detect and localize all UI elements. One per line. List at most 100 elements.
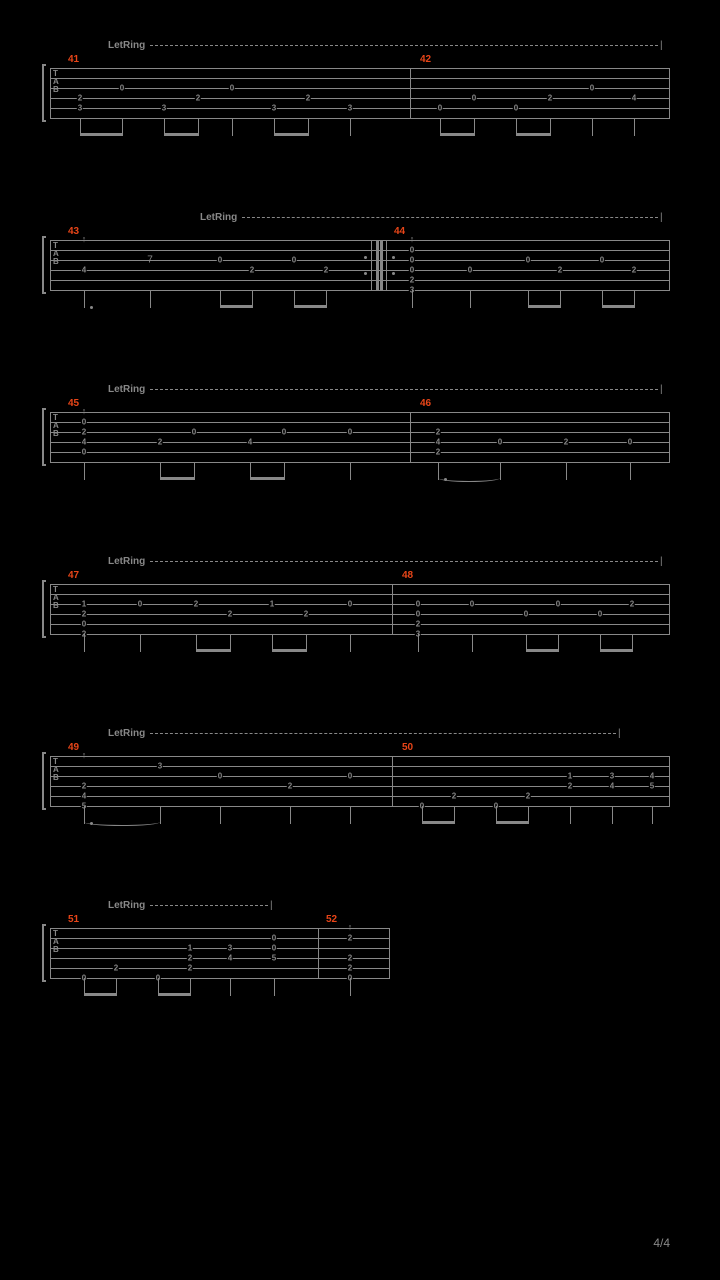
fret-number: 0: [513, 104, 519, 113]
fret-number: 2: [547, 94, 553, 103]
fret-number: 5: [649, 782, 655, 791]
fret-number: 2: [323, 266, 329, 275]
fret-number: 1: [81, 600, 87, 609]
beam: [516, 133, 551, 136]
strum-arrow-icon: ↑: [82, 406, 87, 416]
note-stem: [350, 634, 351, 652]
staff-line: [50, 766, 670, 767]
tab-clef: TAB: [53, 930, 59, 954]
fret-number: 4: [649, 772, 655, 781]
staff-line: [50, 462, 670, 463]
staff-line: [50, 88, 670, 89]
beam: [158, 993, 191, 996]
fret-number: 0: [81, 418, 87, 427]
note-stem: [220, 806, 221, 824]
staff-line: [50, 634, 670, 635]
fret-number: 2: [567, 782, 573, 791]
staff-line: [50, 978, 390, 979]
note-stem: [150, 290, 151, 308]
fret-number: 2: [193, 600, 199, 609]
staff-line: [50, 68, 670, 69]
strum-arrow-icon: ↑: [348, 922, 353, 932]
staff-line: [50, 614, 670, 615]
fret-number: 2: [557, 266, 563, 275]
fret-number: 2: [249, 266, 255, 275]
note-stem: [230, 978, 231, 996]
fret-number: 0: [497, 438, 503, 447]
tab-clef: TAB: [53, 242, 59, 266]
repeat-end-thick: [376, 240, 379, 290]
fret-number: 0: [347, 428, 353, 437]
letring-end: |: [660, 384, 663, 395]
note-stem: [592, 118, 593, 136]
note-stem: [350, 806, 351, 824]
staff-line: [50, 98, 670, 99]
note-stem: [232, 118, 233, 136]
beam: [440, 133, 475, 136]
beam: [196, 649, 231, 652]
staff-line: [50, 938, 390, 939]
fret-number: 0: [137, 600, 143, 609]
measure-number: 43: [68, 226, 79, 237]
beam: [294, 305, 327, 308]
rest: 7: [147, 255, 153, 266]
letring-end: |: [660, 212, 663, 223]
staff-line: [50, 422, 670, 423]
staff-line: [50, 280, 670, 281]
fret-number: 0: [437, 104, 443, 113]
fret-number: 0: [409, 266, 415, 275]
measure-number: 50: [402, 742, 413, 753]
repeat-dot: [364, 256, 367, 259]
fret-number: 0: [415, 610, 421, 619]
letring-line: [242, 217, 658, 218]
staff-line: [50, 290, 670, 291]
staff-line: [50, 240, 670, 241]
fret-number: 2: [563, 438, 569, 447]
fret-number: 4: [247, 438, 253, 447]
staff-bracket: [42, 580, 46, 638]
barline: [410, 412, 411, 462]
fret-number: 0: [525, 256, 531, 265]
staff-bracket: [42, 64, 46, 122]
barline: [50, 68, 51, 118]
staff-line: [50, 78, 670, 79]
staff-line: [50, 948, 390, 949]
fret-number: 0: [271, 934, 277, 943]
fret-number: 2: [187, 954, 193, 963]
barline: [50, 240, 51, 290]
fret-number: 2: [435, 448, 441, 457]
tab-system: LetRing|TAB43↑47020244↑3200000202: [50, 212, 670, 322]
barline: [669, 240, 670, 290]
fret-number: 0: [555, 600, 561, 609]
fret-number: 2: [305, 94, 311, 103]
beam: [602, 305, 635, 308]
note-stem: [350, 462, 351, 480]
measure-number: 45: [68, 398, 79, 409]
note-stem: [470, 290, 471, 308]
beam: [600, 649, 633, 652]
fret-number: 2: [303, 610, 309, 619]
measure-number: 49: [68, 742, 79, 753]
fret-number: 2: [287, 782, 293, 791]
fret-number: 4: [227, 954, 233, 963]
beam: [84, 993, 117, 996]
fret-number: 2: [409, 276, 415, 285]
fret-number: 1: [187, 944, 193, 953]
letring-label: LetRing: [108, 384, 145, 395]
letring-end: |: [660, 40, 663, 51]
letring-label: LetRing: [108, 556, 145, 567]
staff-line: [50, 118, 670, 119]
fret-number: 5: [271, 954, 277, 963]
fret-number: 0: [415, 600, 421, 609]
staff-line: [50, 776, 670, 777]
tab-system: LetRing|TAB45↑04202040046242020: [50, 384, 670, 494]
repeat-end-thin: [371, 240, 372, 290]
barline: [50, 584, 51, 634]
fret-number: 0: [217, 256, 223, 265]
staff-line: [50, 756, 670, 757]
note-stem: [412, 290, 413, 308]
staff-line: [50, 806, 670, 807]
fret-number: 2: [347, 954, 353, 963]
fret-number: 2: [629, 600, 635, 609]
strum-arrow-icon: ↑: [82, 750, 87, 760]
